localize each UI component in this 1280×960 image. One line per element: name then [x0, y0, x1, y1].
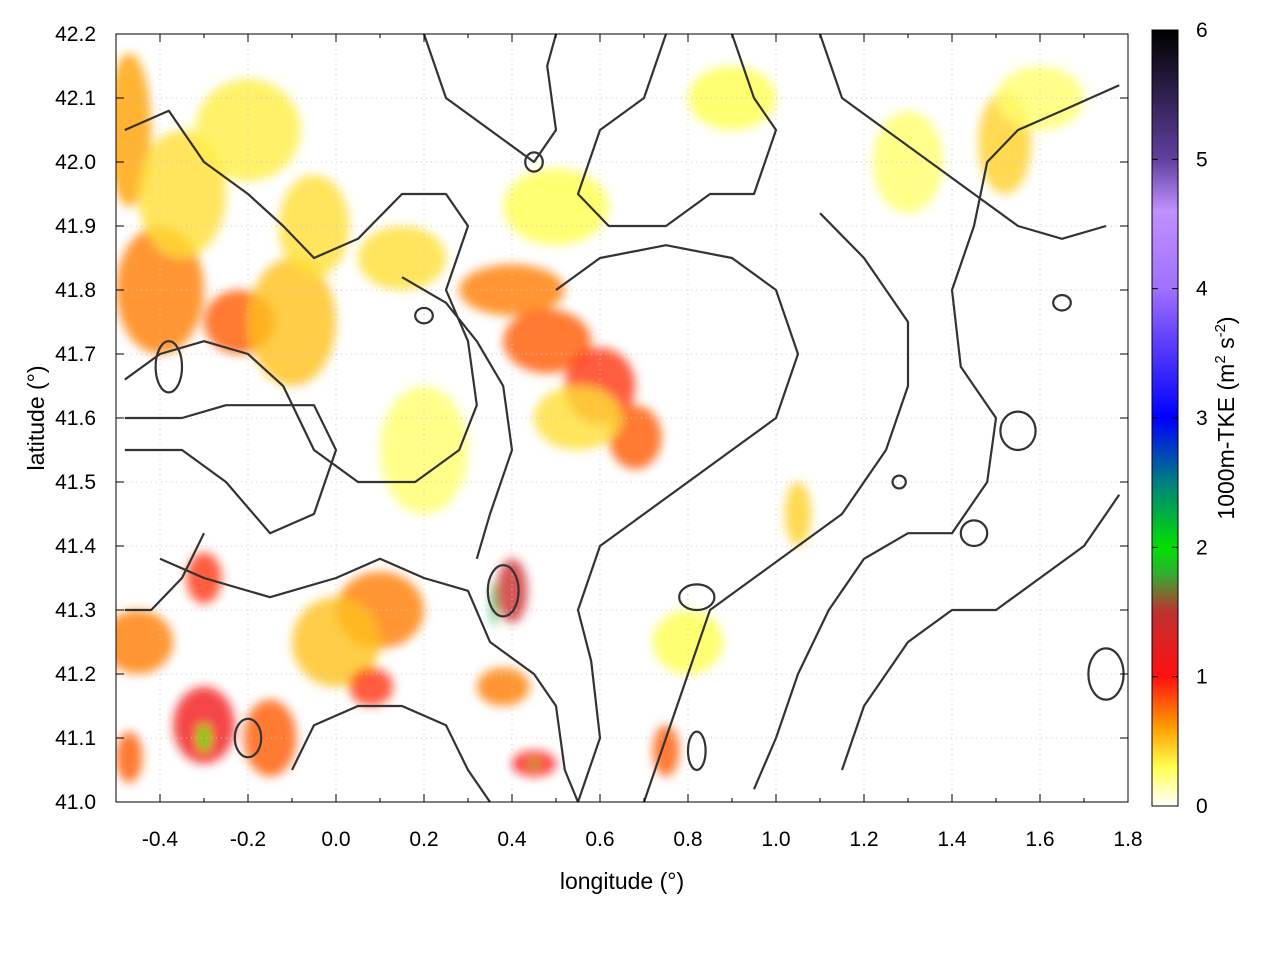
terrain-contour: [124, 404, 338, 535]
colorbar-tick-label: 2: [1196, 536, 1208, 559]
tke-patch: [652, 725, 680, 777]
y-tick-label: 41.6: [55, 407, 96, 430]
terrain-contour-closed: [233, 717, 263, 759]
terrain-contour: [422, 34, 558, 164]
x-axis-label: longitude (°): [560, 868, 684, 894]
tke-patch: [996, 66, 1084, 130]
terrain-contour: [159, 557, 580, 802]
plot-area: [115, 33, 1129, 803]
y-tick-label: 41.9: [55, 215, 96, 238]
terrain-contour-closed: [959, 519, 989, 548]
terrain-contour-closed: [1052, 294, 1072, 312]
terrain-contour-closed: [686, 730, 707, 772]
colorbar-tick-label: 1: [1196, 666, 1208, 689]
x-tick-label: 0.4: [497, 828, 527, 851]
tke-patch: [503, 309, 592, 374]
tke-patch: [358, 226, 446, 290]
terrain-contour-closed: [486, 564, 520, 618]
tke-patch: [784, 482, 812, 546]
tke-patch: [198, 725, 210, 751]
tke-patch: [528, 760, 540, 767]
terrain-contour: [401, 276, 514, 560]
terrain-contour-closed: [999, 410, 1037, 452]
y-tick-label: 41.4: [55, 535, 96, 558]
y-tick-label: 41.8: [55, 279, 96, 302]
x-tick-label: -0.4: [142, 828, 179, 851]
tke-patch: [278, 174, 350, 278]
y-tick-label: 42.0: [55, 151, 96, 174]
x-tick-label: 0.2: [409, 828, 438, 851]
tke-patch: [503, 168, 609, 246]
terrain-contour: [818, 34, 1107, 240]
terrain-contour: [555, 244, 800, 802]
colorbar: 0 1 2 3 4 5 6 1000m-TKE (m2 s-2): [1151, 19, 1239, 818]
y-axis: 41.0 41.1 41.2 41.3 41.4 41.5 41.6 41.7 41.8 41.9…: [55, 23, 96, 814]
x-tick-label: 1.0: [761, 828, 790, 851]
y-tick-label: 41.0: [55, 791, 96, 814]
terrain-contour-closed: [414, 306, 434, 325]
x-tick-label: 0.0: [321, 828, 350, 851]
tke-patch: [248, 258, 336, 386]
x-tick-label: 1.6: [1025, 828, 1054, 851]
tke-patch: [173, 686, 235, 764]
tke-patch: [116, 610, 174, 674]
tke-patch: [116, 731, 143, 783]
tke-patch: [496, 558, 528, 623]
x-tick-label: 0.8: [673, 828, 702, 851]
terrain-contour: [124, 532, 205, 612]
terrain-contour-closed: [891, 474, 907, 490]
tke-patch: [349, 667, 394, 706]
tke-patch: [491, 581, 498, 626]
terrain-contours: [124, 34, 1125, 802]
x-tick-label: 1.2: [849, 828, 878, 851]
y-tick-label: 41.7: [55, 343, 96, 366]
terrain-contour: [840, 494, 1121, 771]
tke-patch: [534, 386, 622, 450]
y-tick-label: 42.1: [55, 87, 96, 110]
x-axis: -0.4 -0.2 0.0 0.2 0.4 0.6 0.8 1.0 1.2 1.4 1.6 1.8: [142, 828, 1143, 851]
terrain-contour: [642, 212, 910, 802]
tke-patch: [243, 699, 297, 777]
terrain-contour-closed: [524, 151, 544, 173]
y-tick-label: 41.2: [55, 663, 96, 686]
colorbar-tick-label: 3: [1196, 407, 1208, 430]
terrain-contour: [291, 704, 491, 802]
colorbar-tick-label: 5: [1196, 148, 1208, 171]
colorbar-tick-label: 0: [1196, 795, 1208, 818]
colorbar-tick-label: 4: [1196, 278, 1208, 301]
y-tick-label: 41.1: [55, 727, 96, 750]
y-tick-label: 41.5: [55, 471, 96, 494]
y-axis-label: latitude (°): [23, 365, 49, 470]
axis-ticks: [115, 33, 1129, 803]
x-tick-label: -0.2: [230, 828, 266, 851]
colorbar-ticks: 0 1 2 3 4 5 6: [1152, 19, 1208, 818]
x-tick-label: 1.4: [937, 828, 967, 851]
terrain-contour: [576, 34, 778, 228]
terrain-contour-closed: [678, 583, 716, 612]
tke-patch: [608, 405, 662, 470]
terrain-contour: [752, 84, 1120, 790]
x-tick-label: 0.6: [585, 828, 614, 851]
colorbar-tick-label: 6: [1196, 19, 1208, 42]
y-tick-label: 42.2: [55, 23, 96, 46]
colorbar-label: 1000m-TKE (m2 s-2): [1212, 316, 1239, 519]
y-tick-label: 41.3: [55, 599, 96, 622]
terrain-contour-closed: [154, 340, 184, 394]
x-tick-label: 1.8: [1113, 828, 1142, 851]
tke-patch: [872, 110, 944, 214]
tke-patch: [292, 597, 380, 687]
tke-patch: [476, 667, 530, 706]
